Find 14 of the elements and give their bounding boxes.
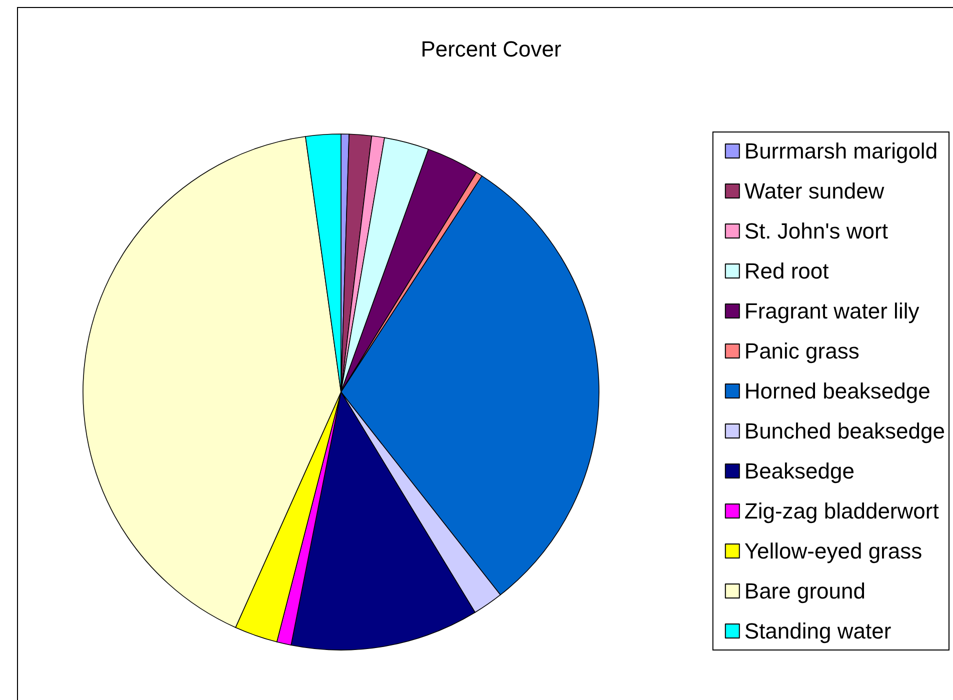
legend-label: Bare ground	[744, 578, 866, 604]
legend-label: Horned beaksedge	[744, 378, 930, 404]
legend-label: Panic grass	[744, 338, 860, 364]
legend-label: Fragrant water lily	[744, 298, 920, 324]
legend-label: Beaksedge	[744, 458, 854, 484]
legend-label: Water sundew	[744, 178, 884, 204]
legend-label: Standing water	[744, 618, 892, 644]
chart-title: Percent Cover	[420, 36, 562, 62]
legend-label: Red root	[744, 258, 829, 284]
legend-label: Burrmarsh marigold	[744, 138, 938, 164]
legend-label: Yellow-eyed grass	[744, 538, 922, 564]
legend-label: St. John's wort	[744, 218, 888, 244]
legend-label: Bunched beaksedge	[744, 418, 946, 444]
legend-label: Zig-zag bladderwort	[744, 498, 939, 524]
